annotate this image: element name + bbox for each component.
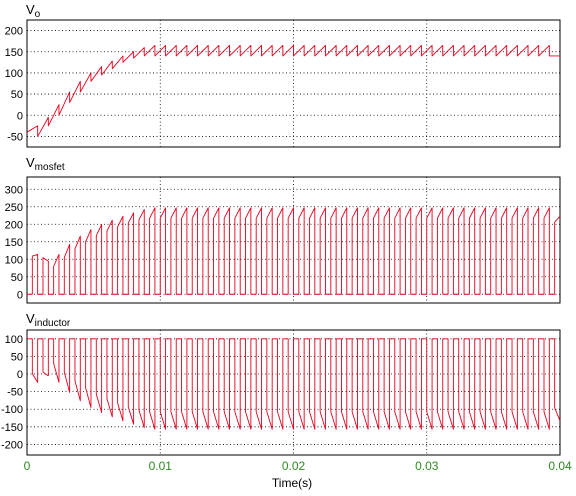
series-line [27,338,561,430]
series-line [26,44,560,137]
panel-vmosfet: 0 50 100 150 200 250 300 [5,176,561,304]
y-tick-label: 50 [11,89,23,101]
y-tick-label: 150 [5,237,23,249]
x-tick-label: 0.04 [548,459,572,473]
y-tick-label: -200 [1,439,23,451]
panel-vmosfet-title-sub: mosfet [35,162,65,173]
panel-vo-title-main: V [26,2,35,17]
panel-vinductor: -200 -150 -100 -50 0 50 100 [1,329,561,456]
panel-vinductor-title-main: V [26,311,35,326]
panel-vo-title-sub: o [35,9,41,20]
y-tick-label: 100 [5,254,23,266]
x-axis: 0 0.01 0.02 0.03 0.04 [24,459,572,473]
panel-vinductor-title-sub: inductor [35,318,71,329]
panel-vmosfet-title-main: V [26,155,35,170]
y-tick-label: -50 [7,131,23,143]
panel-vinductor-title: Vinductor [26,311,71,329]
x-tick-label: 0.03 [415,459,439,473]
y-tick-label: -100 [1,404,23,416]
y-tick-label: 100 [5,334,23,346]
y-tick-label: -50 [7,387,23,399]
x-tick-label: 0.01 [149,459,173,473]
y-tick-label: 250 [5,202,23,214]
y-tick-label: 300 [5,184,23,196]
x-tick-label: 0 [24,459,31,473]
panel-vmosfet-title: Vmosfet [26,155,65,173]
panel-vo-title: Vo [26,2,41,20]
y-tick-label: 0 [17,369,23,381]
y-tick-label: 200 [5,26,23,38]
y-tick-label: -150 [1,422,23,434]
y-tick-label: 50 [11,351,23,363]
series-line [27,207,561,295]
x-axis-title: Time(s) [272,476,312,490]
panel-vo: -50 0 50 100 150 200 [5,19,561,148]
y-tick-label: 0 [17,110,23,122]
y-tick-label: 200 [5,219,23,231]
y-tick-label: 150 [5,47,23,59]
x-tick-label: 0.02 [282,459,306,473]
y-tick-label: 50 [11,272,23,284]
y-tick-label: 100 [5,68,23,80]
y-tick-label: 0 [17,289,23,301]
